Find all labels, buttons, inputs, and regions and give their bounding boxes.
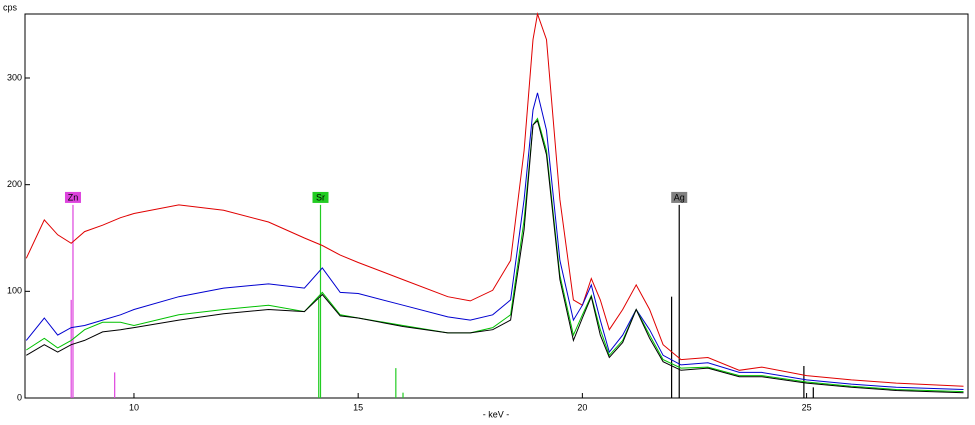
y-tick-label: 0: [17, 392, 22, 402]
element-label: Ag: [674, 192, 685, 202]
y-axis-label: cps: [3, 2, 18, 12]
y-tick-label: 100: [7, 286, 22, 296]
spectrum-line: [25, 12, 964, 387]
spectrum-line: [25, 92, 964, 390]
x-axis-label: - keV -: [483, 409, 510, 419]
x-tick-label: 25: [802, 402, 812, 412]
element-label: Zn: [68, 192, 79, 202]
x-tick-label: 20: [577, 402, 587, 412]
element-label-box: [312, 191, 329, 203]
y-tick-label: 300: [7, 72, 22, 82]
x-tick-label: 15: [353, 402, 363, 412]
element-label: Sr: [316, 192, 325, 202]
element-label-box: [671, 191, 688, 203]
element-label-box: [64, 191, 81, 203]
y-tick-label: 200: [7, 179, 22, 189]
x-tick-label: 10: [129, 402, 139, 412]
plot-area: [24, 13, 969, 399]
spectrum-line: [26, 119, 964, 394]
